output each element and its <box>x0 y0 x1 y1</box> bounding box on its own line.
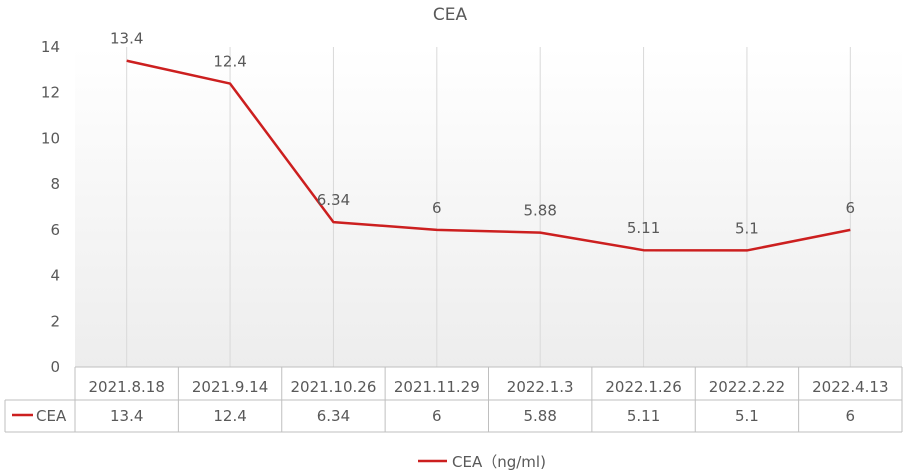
data-label: 5.1 <box>735 219 759 237</box>
plot-background <box>75 47 902 367</box>
data-label: 6 <box>846 199 856 217</box>
data-label: 5.11 <box>627 219 660 237</box>
y-tick-label: 4 <box>50 267 60 285</box>
x-category-label: 2022.4.13 <box>812 378 888 396</box>
y-tick-label: 6 <box>50 221 60 239</box>
x-category-label: 2021.11.29 <box>394 378 480 396</box>
data-labels: 13.4 12.4 6.34 6 5.88 5.11 5.1 6 <box>110 30 855 238</box>
data-label: 12.4 <box>213 53 246 71</box>
x-category-label: 2022.1.26 <box>605 378 681 396</box>
x-category-label: 2022.1.3 <box>507 378 574 396</box>
x-category-label: 2021.10.26 <box>290 378 376 396</box>
y-tick-label: 2 <box>50 312 60 330</box>
y-tick-label: 12 <box>41 84 60 102</box>
data-label: 13.4 <box>110 30 143 48</box>
table-value: 13.4 <box>110 407 143 425</box>
y-tick-label: 8 <box>50 175 60 193</box>
y-tick-label: 14 <box>41 38 60 56</box>
table-value: 5.1 <box>735 407 759 425</box>
data-label: 6.34 <box>317 191 350 209</box>
y-tick-label: 0 <box>50 358 60 376</box>
y-tick-label: 10 <box>41 129 60 147</box>
series-cea <box>126 59 851 252</box>
x-category-label: 2021.9.14 <box>192 378 268 396</box>
y-axis: 0 2 4 6 8 10 12 14 <box>41 38 60 376</box>
data-table: 2021.8.18 2021.9.14 2021.10.26 2021.11.29 20… <box>4 366 903 433</box>
series-line-cea <box>126 59 851 252</box>
table-series-name: CEA <box>36 407 67 425</box>
legend-label-cea: CEA（ng/ml) <box>452 453 546 471</box>
x-category-label: 2021.8.18 <box>89 378 165 396</box>
chart-title: CEA <box>433 5 468 25</box>
table-value: 5.88 <box>523 407 556 425</box>
table-value: 6 <box>432 407 442 425</box>
table-value: 6.34 <box>317 407 350 425</box>
x-category-label: 2022.2.22 <box>709 378 785 396</box>
data-label: 5.88 <box>523 202 556 220</box>
table-value: 5.11 <box>627 407 660 425</box>
data-label: 6 <box>432 199 442 217</box>
table-value: 6 <box>846 407 856 425</box>
table-value: 12.4 <box>213 407 246 425</box>
legend: CEA（ng/ml) <box>418 453 546 471</box>
grid-lines <box>126 47 851 367</box>
